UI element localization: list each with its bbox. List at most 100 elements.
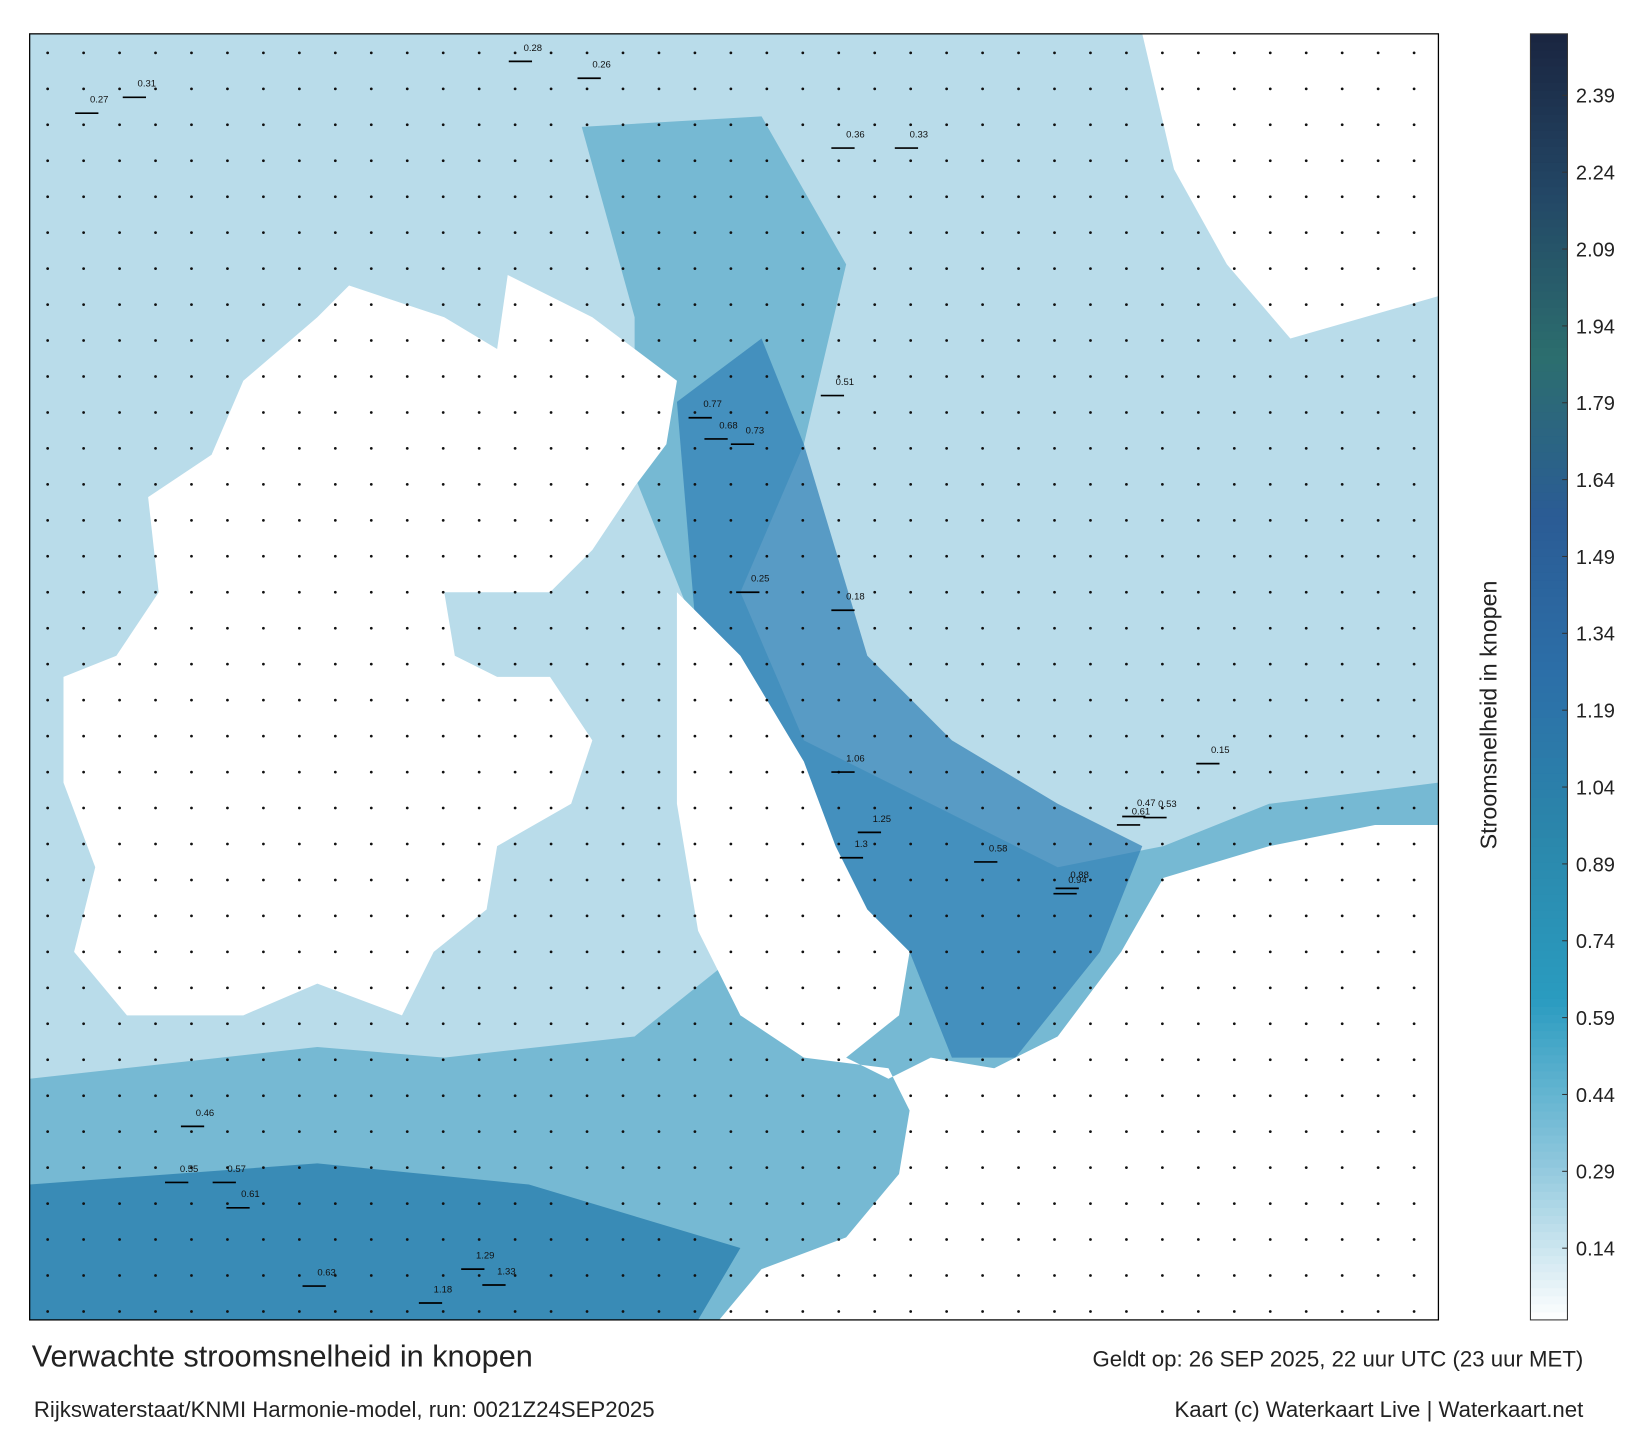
- colorbar-band: [1530, 323, 1568, 332]
- grid-dot: [1304, 1022, 1308, 1026]
- grid-dot: [549, 1310, 553, 1313]
- colorbar-tick-label: 2.39: [1576, 86, 1615, 108]
- grid-dot: [297, 267, 301, 271]
- grid-dot: [1125, 1202, 1128, 1205]
- grid-dot: [621, 518, 625, 522]
- grid-dot: [513, 51, 517, 55]
- grid-dot: [945, 518, 949, 522]
- grid-dot: [765, 411, 769, 414]
- colorbar-band: [1530, 210, 1568, 220]
- grid-dot: [369, 986, 373, 990]
- grid-dot: [693, 303, 697, 306]
- grid-dot: [981, 123, 984, 127]
- grid-dot: [837, 950, 841, 954]
- grid-dot: [333, 1022, 337, 1026]
- colorbar-band: [1530, 1094, 1568, 1104]
- grid-dot: [46, 662, 50, 666]
- grid-dot: [226, 554, 229, 558]
- grid-dot: [945, 1238, 949, 1241]
- grid-dot: [297, 914, 301, 918]
- grid-dot: [262, 1022, 265, 1026]
- grid-dot: [1376, 842, 1380, 846]
- grid-dot: [1268, 87, 1272, 91]
- grid-dot: [1161, 878, 1164, 882]
- grid-dot: [693, 986, 697, 990]
- grid-dot: [873, 1058, 877, 1062]
- grid-dot: [1304, 590, 1308, 594]
- grid-dot: [46, 554, 50, 558]
- grid-dot: [1196, 231, 1200, 235]
- grid-dot: [801, 159, 805, 163]
- grid-dot: [801, 734, 805, 738]
- grid-dot: [297, 1202, 301, 1205]
- grid-dot: [945, 698, 949, 702]
- grid-dot: [1376, 1166, 1380, 1169]
- grid-dot: [82, 554, 85, 558]
- grid-dot: [262, 195, 265, 199]
- grid-dot: [405, 375, 409, 378]
- colorbar-band: [1530, 797, 1568, 807]
- grid-dot: [1125, 518, 1128, 522]
- grid-dot: [1376, 303, 1380, 306]
- grid-dot: [981, 806, 984, 810]
- colorbar-band: [1530, 508, 1568, 517]
- grid-dot: [1125, 842, 1128, 846]
- grid-dot: [1125, 1130, 1128, 1134]
- speed-label: 0.68: [719, 420, 738, 431]
- grid-dot: [585, 231, 589, 235]
- grid-dot: [477, 339, 481, 342]
- grid-dot: [1017, 1274, 1020, 1277]
- colorbar-band: [1530, 1247, 1568, 1257]
- grid-dot: [1196, 1166, 1200, 1169]
- grid-dot: [729, 123, 733, 127]
- grid-dot: [226, 267, 229, 271]
- grid-dot: [226, 842, 229, 846]
- grid-dot: [765, 1022, 769, 1026]
- colorbar-tick-label: 2.09: [1576, 239, 1615, 261]
- grid-dot: [1376, 1130, 1380, 1134]
- grid-dot: [1268, 1130, 1272, 1134]
- grid-dot: [405, 1166, 409, 1169]
- grid-dot: [441, 1094, 445, 1098]
- grid-dot: [1161, 1202, 1164, 1205]
- grid-dot: [765, 87, 769, 91]
- colorbar-band: [1530, 331, 1568, 340]
- grid-dot: [693, 698, 697, 702]
- grid-dot: [1340, 1094, 1344, 1098]
- speed-label: 0.57: [227, 1164, 246, 1175]
- grid-dot: [1232, 195, 1236, 199]
- grid-dot: [1268, 1274, 1272, 1277]
- grid-dot: [1125, 51, 1128, 55]
- colorbar-band: [1530, 1135, 1568, 1144]
- grid-dot: [333, 1238, 337, 1241]
- grid-dot: [118, 1202, 121, 1205]
- grid-dot: [1304, 87, 1308, 91]
- grid-dot: [765, 51, 769, 55]
- colorbar-band: [1530, 773, 1568, 782]
- grid-dot: [1053, 1094, 1056, 1098]
- grid-dot: [1340, 375, 1344, 378]
- grid-dot: [1196, 303, 1200, 306]
- grid-dot: [82, 483, 85, 486]
- grid-dot: [82, 986, 85, 990]
- grid-dot: [693, 483, 697, 486]
- grid-dot: [297, 698, 301, 702]
- grid-dot: [1340, 267, 1344, 271]
- grid-dot: [945, 51, 949, 55]
- grid-dot: [1196, 878, 1200, 882]
- grid-dot: [226, 1238, 229, 1241]
- grid-dot: [369, 590, 373, 594]
- grid-dot: [262, 447, 265, 450]
- grid-dot: [1304, 518, 1308, 522]
- grid-dot: [1017, 950, 1020, 954]
- colorbar-band: [1530, 1062, 1568, 1072]
- grid-dot: [981, 698, 984, 702]
- grid-dot: [1053, 1166, 1056, 1169]
- grid-dot: [585, 1130, 589, 1134]
- colorbar-label: Stroomsnelheid in knopen: [1476, 581, 1502, 850]
- grid-dot: [405, 806, 409, 810]
- grid-dot: [441, 1130, 445, 1134]
- grid-dot: [226, 87, 229, 91]
- colorbar-band: [1530, 676, 1568, 686]
- grid-dot: [1089, 878, 1092, 882]
